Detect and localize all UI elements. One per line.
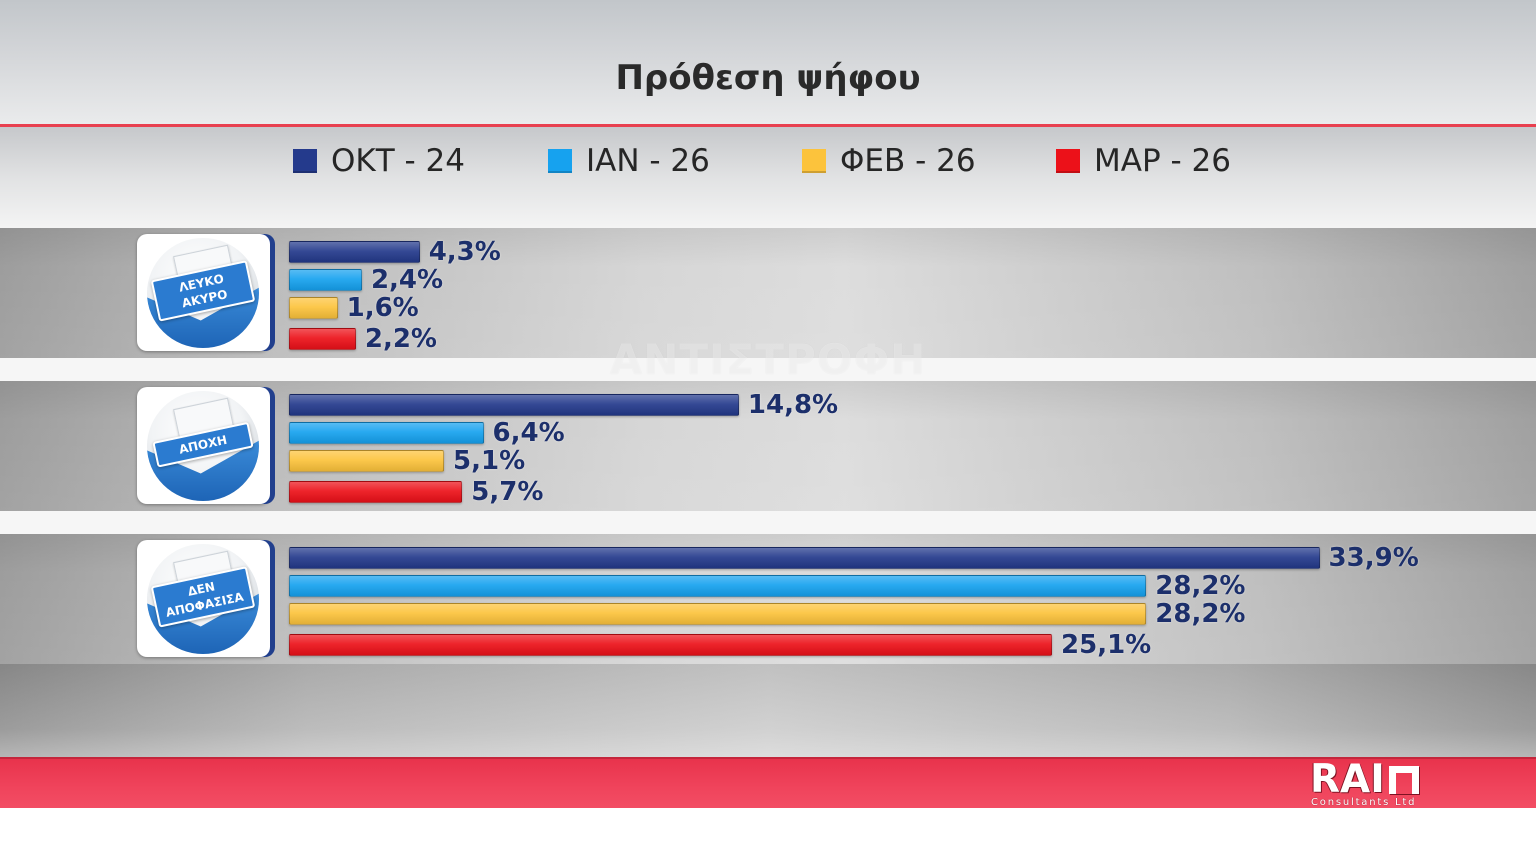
category-card: ΑΠΟΧΗ bbox=[137, 387, 270, 504]
bar-row: 2,2% bbox=[289, 326, 437, 352]
category-row-abstention: ΑΠΟΧΗ 14,8% 6,4% 5,1% 5,7% bbox=[0, 381, 1536, 511]
bar-row: 6,4% bbox=[289, 420, 565, 446]
value-label-mar-26: 25,1% bbox=[1061, 630, 1152, 660]
value-label-jan-26: 28,2% bbox=[1155, 571, 1246, 601]
bar-mar-26 bbox=[289, 481, 463, 503]
logo-name: RAI bbox=[1310, 757, 1385, 802]
value-label-oct-24: 14,8% bbox=[747, 390, 839, 420]
pi-bracket-icon bbox=[1388, 766, 1419, 794]
category-row-blank-invalid: ΛΕΥΚΟ ΑΚΥΡΟ 4,3% 2,4% 1,6% 2,2% bbox=[0, 228, 1536, 358]
bar-row: 14,8% bbox=[289, 392, 838, 418]
bar-row: 5,1% bbox=[289, 448, 525, 474]
bar-feb-26 bbox=[289, 450, 445, 472]
value-label-feb-26: 28,2% bbox=[1155, 599, 1246, 629]
value-label-jan-26: 2,4% bbox=[370, 265, 444, 295]
bar-row: 4,3% bbox=[289, 239, 501, 265]
legend-swatch-oct-24 bbox=[293, 149, 317, 173]
bar-row: 33,9% bbox=[289, 545, 1419, 571]
pollster-logo: RAI Consultants Ltd bbox=[1310, 757, 1434, 808]
bottom-margin bbox=[0, 808, 1536, 864]
value-label-feb-26: 5,1% bbox=[453, 446, 526, 476]
bar-group: 33,9% 28,2% 28,2% 25,1% bbox=[289, 534, 1529, 664]
logo-tagline: Consultants Ltd bbox=[1311, 797, 1417, 808]
bar-oct-24 bbox=[289, 547, 1320, 569]
legend-label-feb-26: ΦΕΒ - 26 bbox=[840, 143, 976, 179]
stage-floor bbox=[0, 664, 1536, 757]
bar-oct-24 bbox=[289, 241, 420, 263]
value-label-jan-26: 6,4% bbox=[492, 418, 565, 448]
header: Πρόθεση ψήφου bbox=[0, 0, 1536, 124]
watermark-text: ΑΝΤΙΣΤΡΟΦΗ bbox=[609, 335, 927, 384]
bar-mar-26 bbox=[289, 328, 356, 350]
bar-mar-26 bbox=[289, 634, 1053, 656]
bar-jan-26 bbox=[289, 269, 362, 291]
legend-label-mar-26: ΜΑΡ - 26 bbox=[1094, 143, 1231, 179]
bar-row: 5,7% bbox=[289, 479, 543, 505]
bar-jan-26 bbox=[289, 575, 1147, 597]
legend-label-oct-24: ΟΚΤ - 24 bbox=[331, 143, 466, 179]
bar-jan-26 bbox=[289, 422, 484, 444]
legend-swatch-jan-26 bbox=[548, 149, 572, 173]
legend-swatch-feb-26 bbox=[802, 149, 826, 173]
bar-group: 4,3% 2,4% 1,6% 2,2% bbox=[289, 228, 1529, 358]
legend-item-feb-26: ΦΕΒ - 26 bbox=[802, 145, 976, 177]
category-card: ΛΕΥΚΟ ΑΚΥΡΟ bbox=[137, 234, 270, 351]
bar-group: 14,8% 6,4% 5,1% 5,7% bbox=[289, 381, 1529, 511]
value-label-mar-26: 5,7% bbox=[471, 477, 544, 507]
category-card: ΔΕΝ ΑΠΟΦΑΣΙΣΑ bbox=[137, 540, 270, 657]
value-label-mar-26: 2,2% bbox=[364, 324, 437, 354]
bar-row: 25,1% bbox=[289, 632, 1151, 658]
ballot-envelope-icon: ΔΕΝ ΑΠΟΦΑΣΙΣΑ bbox=[147, 544, 259, 654]
legend-swatch-mar-26 bbox=[1056, 149, 1080, 173]
logo-wordmark: RAI bbox=[1310, 757, 1419, 802]
ballot-envelope-icon: ΛΕΥΚΟ ΑΚΥΡΟ bbox=[147, 238, 259, 348]
legend: ΟΚΤ - 24 ΙΑΝ - 26 ΦΕΒ - 26 ΜΑΡ - 26 bbox=[0, 145, 1536, 177]
bar-row: 28,2% bbox=[289, 601, 1245, 627]
footer-band bbox=[0, 757, 1536, 808]
bar-feb-26 bbox=[289, 603, 1147, 625]
legend-band bbox=[0, 127, 1536, 228]
legend-item-oct-24: ΟΚΤ - 24 bbox=[293, 145, 465, 177]
category-row-undecided: ΔΕΝ ΑΠΟΦΑΣΙΣΑ 33,9% 28,2% 28,2% 25,1% bbox=[0, 534, 1536, 664]
chart-title: Πρόθεση ψήφου bbox=[615, 58, 921, 98]
bar-row: 2,4% bbox=[289, 267, 443, 293]
legend-item-jan-26: ΙΑΝ - 26 bbox=[548, 145, 710, 177]
legend-item-mar-26: ΜΑΡ - 26 bbox=[1056, 145, 1231, 177]
value-label-feb-26: 1,6% bbox=[346, 293, 419, 323]
bar-oct-24 bbox=[289, 394, 739, 416]
bar-row: 28,2% bbox=[289, 573, 1245, 599]
header-rule bbox=[0, 124, 1536, 127]
bar-feb-26 bbox=[289, 297, 338, 319]
value-label-oct-24: 4,3% bbox=[428, 237, 501, 267]
value-label-oct-24: 33,9% bbox=[1328, 543, 1419, 573]
ballot-envelope-icon: ΑΠΟΧΗ bbox=[147, 391, 259, 501]
legend-label-jan-26: ΙΑΝ - 26 bbox=[586, 143, 710, 179]
bar-row: 1,6% bbox=[289, 295, 419, 321]
